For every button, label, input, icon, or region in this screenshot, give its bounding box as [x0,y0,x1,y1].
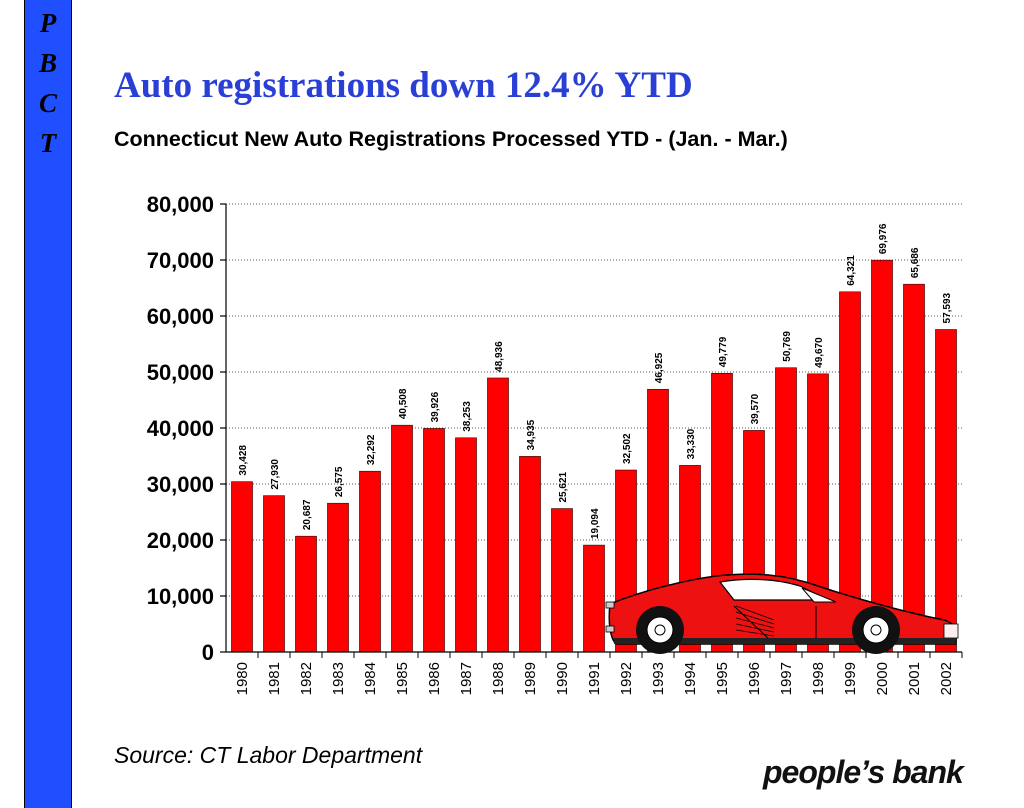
x-tick-label: 1982 [298,662,315,695]
data-label: 19,094 [590,508,601,539]
data-label: 50,769 [782,331,793,362]
y-tick-label: 30,000 [147,472,214,497]
data-label: 39,926 [430,391,441,422]
bar-2000 [871,259,893,653]
x-tick-label: 1999 [842,662,859,695]
data-label: 39,570 [750,393,761,424]
data-labels: 30,428 27,930 20,687 26,575 32,292 40,508 39,9… [238,223,953,539]
data-label: 65,686 [910,247,921,278]
x-tick-label: 1997 [778,662,795,695]
x-tick-label: 1993 [650,662,667,695]
y-tick-label: 40,000 [147,416,214,441]
x-tick-labels: 1980 1981 1982 1983 1984 1985 1986 1987 1988 1989… [234,662,955,695]
x-tick-label: 1980 [234,662,251,695]
x-tick-label: 1985 [394,662,411,695]
bar-1984 [359,470,381,653]
data-label: 38,253 [462,401,473,432]
chart-subtitle: Connecticut New Auto Registrations Proce… [114,127,788,151]
bar-1988 [487,377,509,653]
x-tick-label: 1984 [362,662,379,695]
bar-1986 [423,428,445,653]
data-label: 48,936 [494,341,505,372]
data-label: 20,687 [302,499,313,530]
x-tick-label: 1995 [714,662,731,695]
y-tick-label: 20,000 [147,528,214,553]
bar-1980 [231,481,253,653]
x-tick-label: 1996 [746,662,763,695]
data-label: 32,502 [622,433,633,464]
x-tick-label: 1998 [810,662,827,695]
sidebar-letter-c: C [38,88,57,118]
y-tick-label: 60,000 [147,304,214,329]
x-tick-label: 1988 [490,662,507,695]
data-label: 57,593 [942,292,953,323]
x-tick-label: 1991 [586,662,603,695]
x-tick-label: 2002 [938,662,955,695]
y-tick-label: 50,000 [147,360,214,385]
y-tick-label: 10,000 [147,584,214,609]
page-title: Auto registrations down 12.4% YTD [114,65,693,106]
axes [220,203,963,658]
data-label: 33,330 [686,428,697,459]
x-tick-label: 1990 [554,662,571,695]
sidebar-letter-p: P [39,8,57,38]
y-tick-label: 0 [202,640,214,665]
y-tick-label: 70,000 [147,248,214,273]
data-label: 30,428 [238,445,249,476]
bar-1987 [455,437,477,653]
data-label: 69,976 [878,223,889,254]
source-note: Source: CT Labor Department [114,742,423,768]
data-label: 46,925 [654,352,665,383]
y-tick-label: 80,000 [147,192,214,217]
sidebar-letter-b: B [38,48,57,78]
x-tick-label: 1981 [266,662,283,695]
data-label: 26,575 [334,466,345,497]
x-tick-label: 1986 [426,662,443,695]
bar-2001 [903,283,925,653]
bars [231,259,957,653]
bar-1989 [519,456,541,653]
bar-1981 [263,495,285,653]
sidebar-strip: P B C T [24,0,72,808]
bar-1983 [327,502,349,653]
brand-logo: people’s bank [763,754,964,790]
data-label: 32,292 [366,434,377,465]
x-tick-label: 1987 [458,662,475,695]
x-tick-label: 1994 [682,662,699,695]
data-label: 27,930 [270,459,281,490]
sports-car-icon [605,573,959,654]
data-label: 25,621 [558,471,569,502]
y-tick-labels: 0 10,000 20,000 30,000 40,000 50,000 60,000 70,… [147,192,214,665]
bar-2002 [935,329,957,653]
data-label: 49,779 [718,336,729,367]
data-label: 40,508 [398,388,409,419]
x-tick-label: 1989 [522,662,539,695]
x-tick-label: 2000 [874,662,891,695]
sidebar-letter-t: T [39,128,57,158]
x-tick-label: 2001 [906,662,923,695]
bar-1990 [551,508,573,653]
data-label: 64,321 [846,255,857,286]
x-tick-label: 1992 [618,662,635,695]
bar-1991 [583,544,605,653]
bar-1982 [295,535,317,653]
x-tick-label: 1983 [330,662,347,695]
data-label: 49,670 [814,337,825,368]
bar-1985 [391,424,413,653]
data-label: 34,935 [526,419,537,450]
